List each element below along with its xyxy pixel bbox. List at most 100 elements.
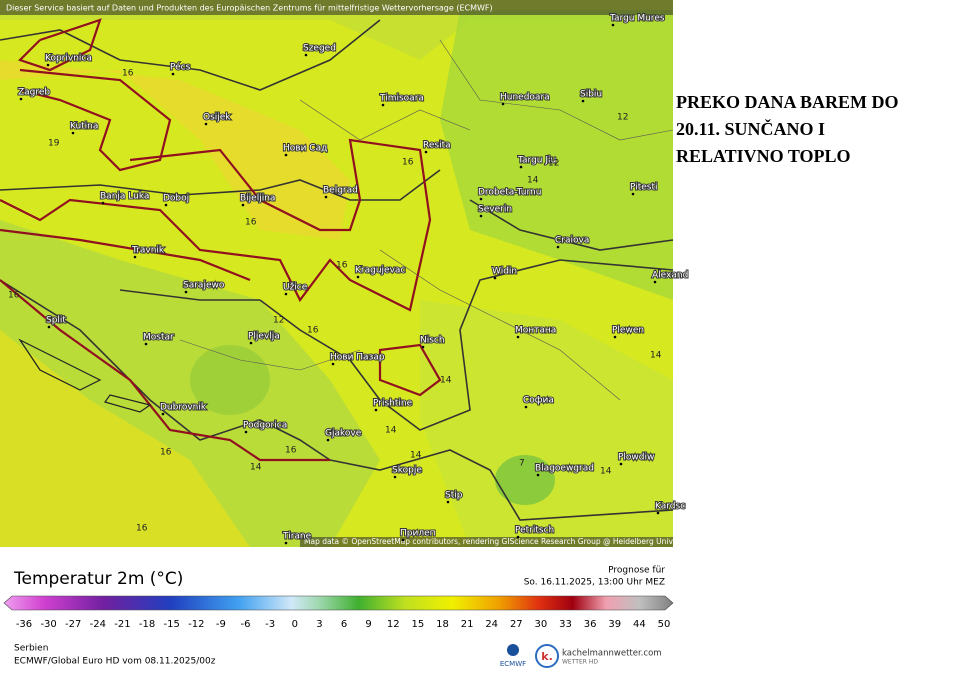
city-dot: [656, 511, 660, 515]
city-dot: [284, 153, 288, 157]
annotation-line: RELATIVNO TOPLO: [676, 146, 851, 166]
city-label: Osijek: [203, 113, 231, 123]
contour-label: 14: [385, 426, 397, 436]
city-dot: [446, 500, 450, 504]
contour-label: 16: [307, 326, 319, 336]
city-dot: [133, 255, 137, 259]
scale-tick-label: -9: [216, 619, 226, 630]
contour-label: 19: [48, 139, 60, 149]
city-dot: [144, 342, 148, 346]
city-dot: [516, 535, 520, 539]
city-label: Petritsch: [515, 526, 554, 536]
city-dot: [241, 203, 245, 207]
scale-tick-label: 3: [316, 619, 322, 630]
city-dot: [516, 335, 520, 339]
city-label: Gjakove: [325, 429, 362, 439]
city-label: Нови Сад: [283, 144, 327, 154]
city-dot: [101, 201, 105, 205]
city-label: Pitesti: [630, 183, 658, 193]
city-label: Dubrovnik: [160, 403, 207, 413]
ecmwf-logo: [507, 644, 519, 656]
scale-tick-label: 24: [485, 619, 498, 630]
city-dot: [331, 362, 335, 366]
city-label: Plewen: [612, 326, 644, 336]
legend-title: Temperatur 2m (°C): [13, 569, 183, 589]
city-label: Tirane: [282, 532, 312, 542]
city-dot: [556, 245, 560, 249]
scale-tick-label: -21: [114, 619, 130, 630]
city-label: Targu Mures: [609, 14, 665, 24]
city-dot: [244, 430, 248, 434]
city-label: Prishtine: [373, 399, 413, 409]
city-label: Sarajewo: [183, 281, 225, 291]
contour-label: 12: [617, 113, 628, 123]
contour-label: 16: [285, 446, 297, 456]
forecast-time: So. 16.11.2025, 13:00 Uhr MEZ: [524, 578, 665, 588]
city-label: Bijeljina: [240, 194, 275, 204]
city-label: Koprivnica: [45, 54, 92, 64]
scale-tick-label: 12: [387, 619, 400, 630]
city-dot: [381, 103, 385, 107]
city-dot: [184, 290, 188, 294]
contour-label: 12: [273, 316, 284, 326]
model-run: ECMWF/Global Euro HD vom 08.11.2025/00z: [14, 657, 216, 667]
notice: Dieser Service basiert auf Daten und Pro…: [6, 4, 493, 13]
scale-tick-label: 6: [341, 619, 347, 630]
city-dot: [611, 23, 615, 27]
city-label: Kardsc: [655, 502, 685, 512]
color-scale: [3, 595, 674, 611]
city-dot: [284, 541, 288, 545]
city-label: Kutina: [70, 122, 98, 132]
attribution: Map data © OpenStreetMap contributors, r…: [304, 537, 695, 546]
city-label: Stip: [445, 491, 463, 501]
scale-tick-label: 50: [658, 619, 671, 630]
city-dot: [326, 438, 330, 442]
brand: kachelmannwetter.com: [562, 649, 662, 659]
city-dot: [46, 63, 50, 67]
city-dot: [631, 192, 635, 196]
scale-tick-label: -18: [139, 619, 155, 630]
contour-label: 16: [336, 261, 348, 271]
city-dot: [536, 473, 540, 477]
city-label: Kragujevac: [355, 266, 405, 276]
contour-label: 14: [410, 451, 422, 461]
scale-tick-label: -12: [188, 619, 204, 630]
city-dot: [401, 538, 405, 542]
city-dot: [374, 408, 378, 412]
contour-label: 12: [548, 159, 559, 169]
contour-label: 14: [527, 176, 539, 186]
city-label: Pécs: [170, 62, 191, 73]
city-label: Nisch: [420, 336, 445, 346]
city-label: Timisoara: [379, 94, 424, 104]
scale-tick-label: 44: [633, 619, 646, 630]
city-dot: [619, 462, 623, 466]
city-dot: [47, 325, 51, 329]
contour-label: 14: [250, 463, 262, 473]
city-label: Нови Пазар: [330, 353, 385, 363]
scale-tick-label: 39: [608, 619, 621, 630]
city-dot: [249, 341, 253, 345]
contour-label: 16: [8, 291, 20, 301]
city-label: Hunedoara: [500, 93, 550, 103]
contour-label: 7: [519, 459, 525, 469]
contour-label: 16: [245, 218, 257, 228]
city-dot: [161, 412, 165, 416]
scale-tick-label: 30: [535, 619, 548, 630]
scale-tick-label: -27: [65, 619, 81, 630]
city-label: Travnik: [131, 246, 165, 256]
scale-tick-label: 9: [365, 619, 371, 630]
city-dot: [493, 276, 497, 280]
svg-text:k.: k.: [541, 650, 553, 663]
city-label: Mostar: [143, 333, 174, 343]
scale-tick-label: 21: [461, 619, 474, 630]
scale-tick-label: 27: [510, 619, 523, 630]
city-dot: [519, 165, 523, 169]
city-label: Zagreb: [18, 88, 50, 98]
scale-tick-label: -6: [241, 619, 251, 630]
city-dot: [393, 475, 397, 479]
city-label: Skopje: [392, 466, 422, 476]
city-dot: [653, 280, 657, 284]
city-label: Užice: [283, 283, 308, 293]
ecmwf-text: ECMWF: [500, 660, 526, 668]
city-label: Belgrad: [323, 186, 358, 196]
